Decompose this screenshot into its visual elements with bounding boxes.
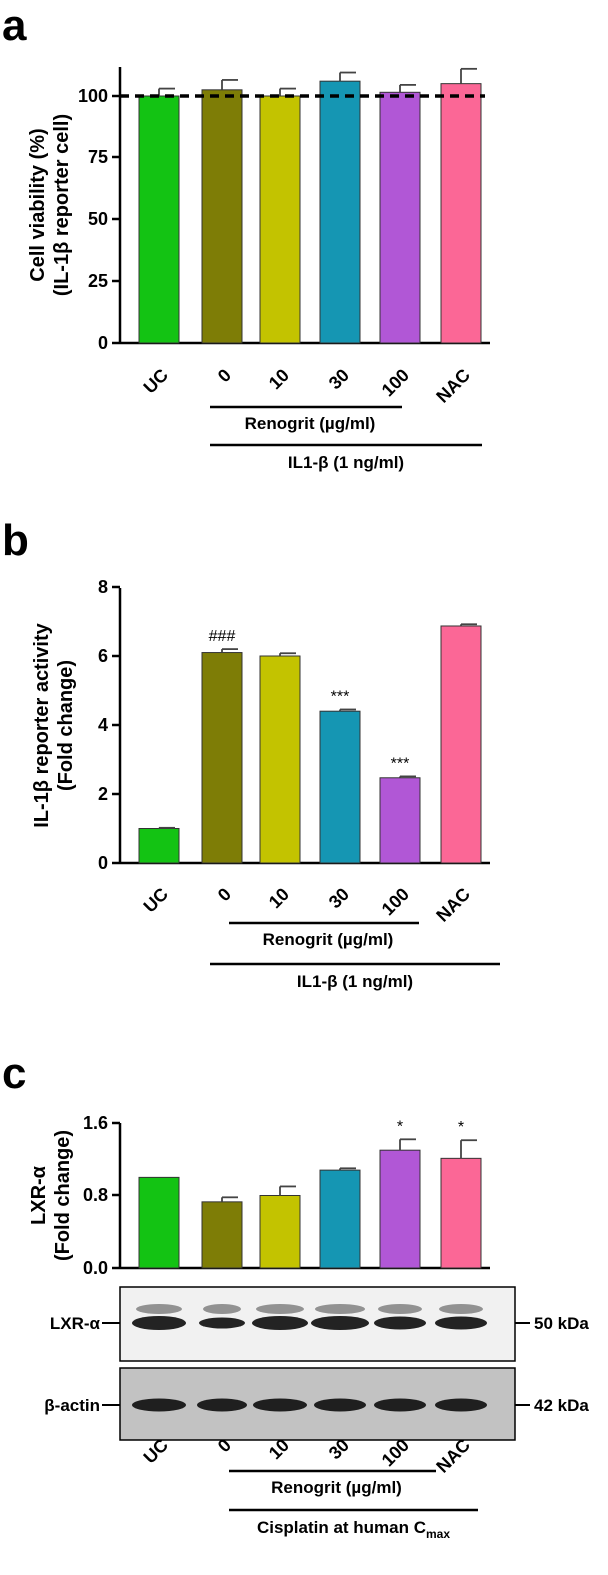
significance-label: ### bbox=[209, 628, 236, 645]
panel-letter: b bbox=[2, 516, 29, 565]
group-label-subscript: max bbox=[426, 1527, 450, 1541]
blot-band bbox=[132, 1316, 186, 1330]
category-label: UC bbox=[140, 884, 173, 917]
category-label: 10 bbox=[265, 884, 293, 912]
bar-30 bbox=[319, 710, 361, 864]
bar-0 bbox=[201, 652, 243, 864]
blot-band bbox=[132, 1398, 186, 1412]
group-label-text: IL1-β (1 ng/ml) bbox=[297, 972, 413, 991]
bar-10 bbox=[259, 1195, 301, 1269]
bar-0 bbox=[201, 1201, 243, 1269]
y-axis-label-line: LXR-α bbox=[28, 1165, 50, 1225]
western-blot: LXR-α 50 kDa β-actin 42 kDa bbox=[44, 1286, 589, 1441]
significance-label: *** bbox=[391, 755, 410, 772]
category-label: 100 bbox=[378, 365, 413, 400]
bar-NAC bbox=[440, 83, 482, 344]
blot-band-faint bbox=[439, 1304, 483, 1314]
bar-100 bbox=[379, 777, 421, 864]
size-marker-label: 42 kDa bbox=[534, 1396, 589, 1415]
y-tick-label: 50 bbox=[88, 209, 108, 229]
significance-label: * bbox=[397, 1118, 403, 1135]
blot-band bbox=[199, 1317, 245, 1329]
group-label-treatment: Cisplatin at human Cmax bbox=[257, 1518, 450, 1541]
blot-band bbox=[435, 1398, 487, 1412]
category-label: NAC bbox=[432, 1435, 474, 1477]
y-tick-label: 4 bbox=[98, 715, 108, 735]
group-label-renogrit: Renogrit (µg/ml) bbox=[271, 1478, 402, 1497]
blot-band-faint bbox=[256, 1304, 304, 1314]
y-tick-label: 6 bbox=[98, 646, 108, 666]
bar-0 bbox=[201, 89, 243, 344]
bar-UC bbox=[138, 1176, 180, 1269]
category-label: UC bbox=[140, 365, 173, 398]
significance-label: * bbox=[458, 1119, 464, 1136]
y-axis-label-line: (IL-1β reporter cell) bbox=[51, 114, 73, 296]
bar-UC bbox=[138, 828, 180, 864]
blot-band bbox=[314, 1398, 366, 1412]
panel-letter: c bbox=[2, 1049, 26, 1098]
y-tick-label: 1.6 bbox=[83, 1113, 108, 1133]
bar-10 bbox=[259, 655, 301, 864]
y-axis-label-line: (Fold change) bbox=[52, 1130, 74, 1261]
significance-label: *** bbox=[331, 688, 350, 705]
bar-10 bbox=[259, 95, 301, 344]
blot-band bbox=[197, 1398, 247, 1412]
category-label: NAC bbox=[432, 365, 474, 407]
blot-band bbox=[253, 1398, 307, 1412]
y-tick-label: 2 bbox=[98, 784, 108, 804]
bar-30 bbox=[319, 1169, 361, 1269]
blot-band-faint bbox=[136, 1304, 182, 1314]
group-label-renogrit: Renogrit (µg/ml) bbox=[245, 414, 376, 433]
y-axis-label-line: (Fold change) bbox=[55, 660, 77, 791]
group-label-treatment: IL1-β (1 ng/ml) bbox=[288, 453, 404, 472]
category-label: 0 bbox=[214, 884, 235, 905]
y-tick-label: 0 bbox=[98, 853, 108, 873]
blot-band bbox=[374, 1398, 426, 1412]
category-label: 100 bbox=[378, 884, 413, 919]
size-marker-label: 50 kDa bbox=[534, 1314, 589, 1333]
panel-b: b IL-1β reporter activity (Fold change) 0 2 4… bbox=[2, 516, 500, 991]
category-label: 30 bbox=[325, 365, 353, 393]
blot-label: LXR-α bbox=[50, 1314, 101, 1333]
y-axis-label: LXR-α (Fold change) bbox=[28, 1130, 74, 1261]
blot-label: β-actin bbox=[44, 1396, 100, 1415]
y-tick-label: 0.8 bbox=[83, 1185, 108, 1205]
group-label-treatment: IL1-β (1 ng/ml) bbox=[297, 972, 413, 991]
category-label: NAC bbox=[432, 884, 474, 926]
y-tick-label: 100 bbox=[78, 86, 108, 106]
y-tick-label: 8 bbox=[98, 577, 108, 597]
y-tick-label: 0.0 bbox=[83, 1258, 108, 1278]
category-label: 10 bbox=[265, 365, 293, 393]
group-label-text: IL1-β (1 ng/ml) bbox=[288, 453, 404, 472]
bar-NAC bbox=[440, 625, 482, 864]
panel-letter: a bbox=[2, 1, 27, 50]
blot-band bbox=[435, 1316, 487, 1330]
category-label: 0 bbox=[214, 365, 235, 386]
bar-NAC bbox=[440, 1157, 482, 1269]
group-label-text: Cisplatin at human C bbox=[257, 1518, 426, 1537]
panel-a: a Cell viability (%) (IL-1β reporter cell)… bbox=[2, 1, 490, 472]
blot-band-faint bbox=[378, 1304, 422, 1314]
bar-UC bbox=[138, 95, 180, 344]
y-tick-label: 25 bbox=[88, 271, 108, 291]
y-axis-label-line: IL-1β reporter activity bbox=[31, 622, 53, 827]
blot-band-faint bbox=[203, 1304, 241, 1314]
blot-band bbox=[311, 1316, 369, 1330]
y-tick-label: 0 bbox=[98, 333, 108, 353]
group-label-renogrit: Renogrit (µg/ml) bbox=[263, 930, 394, 949]
bar-100 bbox=[379, 91, 421, 344]
bar-100 bbox=[379, 1149, 421, 1269]
y-tick-label: 75 bbox=[88, 147, 108, 167]
y-axis-label-line: Cell viability (%) bbox=[27, 128, 49, 281]
y-axis-label: Cell viability (%) (IL-1β reporter cell) bbox=[27, 114, 73, 296]
y-axis-label: IL-1β reporter activity (Fold change) bbox=[31, 622, 77, 827]
blot-band bbox=[374, 1316, 426, 1330]
bar-30 bbox=[319, 80, 361, 344]
blot-band-faint bbox=[315, 1304, 365, 1314]
category-label: 30 bbox=[325, 884, 353, 912]
blot-band bbox=[252, 1316, 308, 1330]
